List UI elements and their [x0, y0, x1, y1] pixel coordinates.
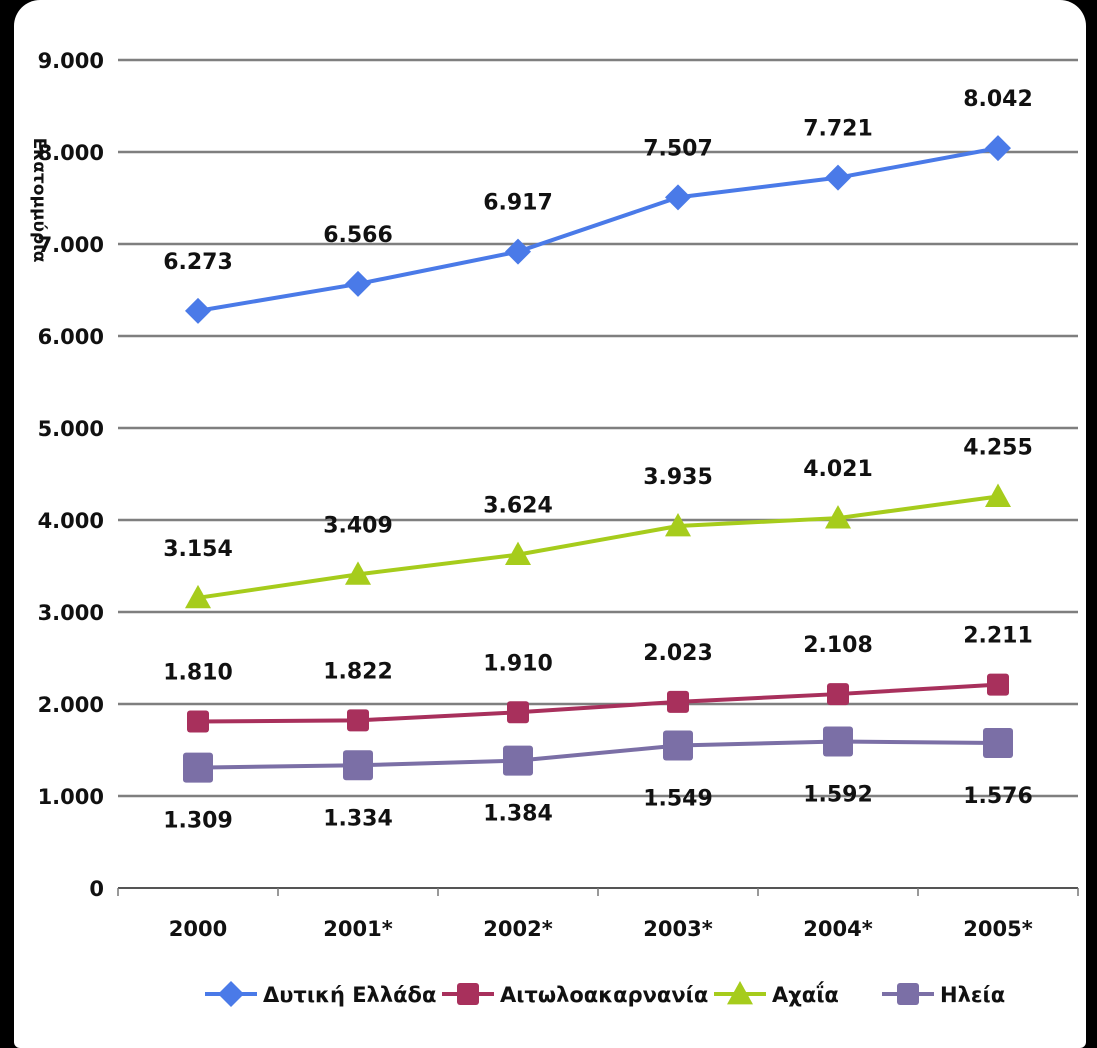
series-line [197, 682, 999, 724]
legend-label: Αχαΐα [772, 980, 839, 1007]
data-point [218, 981, 244, 1007]
data-point [665, 184, 691, 211]
x-tick-label: 2001* [323, 917, 392, 941]
data-point [185, 297, 211, 324]
y-tick-label: 2.000 [38, 693, 104, 717]
data-label: 8.042 [963, 87, 1033, 112]
data-point [985, 135, 1011, 162]
series-line [197, 739, 999, 770]
series-triangle [185, 483, 1011, 609]
data-point [345, 270, 371, 297]
data-point [505, 541, 531, 565]
series-line [197, 494, 999, 600]
legend-item: Ηλεία [882, 983, 1005, 1007]
data-label: 6.917 [483, 191, 553, 216]
data-label: 7.507 [643, 136, 713, 161]
y-tick-label: 4.000 [38, 509, 104, 533]
data-label: 3.624 [483, 494, 553, 519]
x-tick-label: 2005* [963, 917, 1032, 941]
legend-item: Αχαΐα [714, 980, 839, 1007]
data-label: 4.255 [963, 436, 1033, 461]
data-labels: 6.273 6.566 6.917 7.507 7.721 8.042 1.810 1.822… [163, 87, 1033, 833]
data-point [503, 745, 533, 776]
data-point [347, 709, 369, 732]
series-line [197, 146, 999, 313]
legend-label: Αιτωλοακαρνανία [500, 983, 708, 1007]
data-point [505, 238, 531, 265]
data-label: 1.384 [483, 802, 553, 827]
y-tick-label: 0 [89, 877, 104, 901]
y-tick-label: 7.000 [38, 233, 104, 257]
x-tick-labels: 2000 2001* 2002* 2003* 2004* 2005* [169, 917, 1033, 941]
data-label: 1.549 [643, 786, 713, 811]
data-label: 1.309 [163, 809, 233, 834]
series-square-large [183, 726, 1013, 783]
data-label: 1.576 [963, 784, 1033, 809]
x-tick-label: 2004* [803, 917, 872, 941]
data-label: 1.334 [323, 806, 393, 831]
data-point [667, 690, 689, 713]
data-label: 7.721 [803, 117, 873, 142]
y-tick-label: 5.000 [38, 417, 104, 441]
legend-label: Δυτική Ελλάδα [263, 983, 436, 1007]
legend-label: Ηλεία [940, 983, 1005, 1007]
x-tick-label: 2002* [483, 917, 552, 941]
data-label: 1.810 [163, 660, 233, 685]
data-point [345, 561, 371, 585]
data-point [665, 512, 691, 537]
y-tick-label: 3.000 [38, 601, 104, 625]
data-point [985, 483, 1011, 507]
data-point [823, 726, 853, 757]
legend: Δυτική Ελλάδα Αιτωλοακαρνανία Αχαΐα Ηλεία [205, 980, 1005, 1007]
data-label: 1.592 [803, 783, 873, 808]
legend-item: Αιτωλοακαρνανία [442, 983, 708, 1007]
y-tick-label: 6.000 [38, 325, 104, 349]
data-point [343, 750, 373, 781]
data-label: 3.409 [323, 513, 393, 538]
data-label: 6.566 [323, 223, 393, 248]
y-axis-title: Εκατομμύρια [29, 138, 49, 263]
series-group [183, 135, 1013, 783]
data-point [663, 730, 693, 761]
data-point [185, 584, 211, 609]
series-square [187, 673, 1009, 733]
legend-item: Δυτική Ελλάδα [205, 981, 436, 1007]
data-point [897, 983, 919, 1005]
data-point [187, 710, 209, 733]
data-point [825, 505, 851, 529]
data-point [727, 981, 753, 1005]
data-label: 3.154 [163, 537, 233, 562]
y-tick-label: 9.000 [38, 49, 104, 73]
data-point [827, 683, 849, 706]
data-point [457, 983, 479, 1005]
data-point [183, 752, 213, 783]
x-tick-label: 2003* [643, 917, 712, 941]
data-label: 2.023 [643, 641, 713, 666]
y-tick-label: 8.000 [38, 141, 104, 165]
data-label: 1.822 [323, 659, 393, 684]
gridlines [118, 58, 1078, 889]
series-diamond [185, 135, 1011, 324]
data-point [825, 164, 851, 191]
data-label: 2.108 [803, 633, 873, 658]
data-label: 6.273 [163, 250, 233, 275]
chart-card [14, 0, 1086, 1048]
x-tick-label: 2000 [169, 917, 227, 941]
data-point [987, 673, 1009, 696]
data-label: 4.021 [803, 457, 873, 482]
data-point [983, 728, 1013, 759]
data-point [507, 701, 529, 724]
x-axis [117, 888, 1079, 896]
data-label: 1.910 [483, 651, 553, 676]
data-label: 2.211 [963, 624, 1033, 649]
y-tick-label: 1.000 [38, 785, 104, 809]
y-tick-labels: 0 1.000 2.000 3.000 4.000 5.000 6.000 7.000 8.00… [38, 49, 104, 901]
data-label: 3.935 [643, 465, 713, 490]
